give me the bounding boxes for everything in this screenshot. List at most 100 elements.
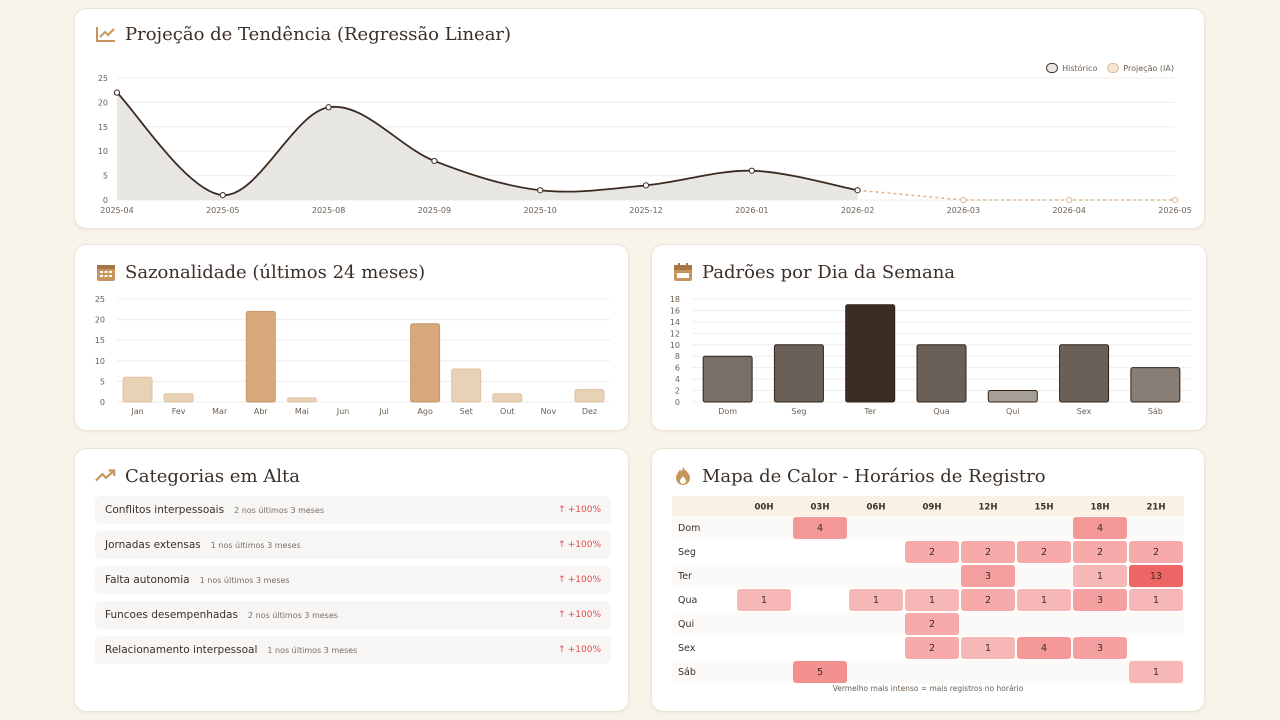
trending-up-icon — [95, 465, 117, 487]
x-tick-label: 2026-03 — [947, 206, 980, 215]
legend-swatch-historico — [1046, 63, 1059, 73]
heat-cell-value: 3 — [1097, 595, 1103, 606]
legend-item-historico[interactable]: Histórico — [1046, 63, 1097, 73]
column-header: 06H — [867, 503, 886, 513]
heat-cell — [1017, 637, 1071, 659]
heat-cell — [1129, 589, 1183, 611]
category-row[interactable]: Conflitos interpessoais 2 nos últimos 3 m… — [95, 496, 611, 524]
heat-cell-value: 1 — [1097, 571, 1103, 582]
category-row[interactable]: Jornadas extensas 1 nos últimos 3 meses ↑ +… — [95, 531, 611, 559]
heatmap-header-bg — [672, 496, 1184, 516]
bar-sex — [1059, 344, 1110, 403]
column-header: 09H — [923, 503, 942, 513]
y-tick-label: 25 — [98, 74, 108, 83]
category-change-value: +100% — [567, 540, 601, 550]
bar-set — [451, 368, 482, 403]
row-label: Seg — [678, 547, 696, 558]
historico-point — [219, 192, 226, 199]
category-row[interactable]: Relacionamento interpessoal 1 nos últimos… — [95, 636, 611, 664]
season-title-text: Sazonalidade (últimos 24 meses) — [125, 261, 426, 283]
bar-abr — [245, 310, 276, 403]
heat-cell — [961, 541, 1015, 563]
x-tick-label: 2026-04 — [1052, 206, 1085, 215]
row-label: Ter — [677, 571, 692, 582]
legend-swatch-projecao — [1107, 63, 1120, 73]
x-tick-label: 2026-01 — [735, 206, 768, 215]
weekday-title-text: Padrões por Dia da Semana — [702, 261, 956, 283]
heatmap-title-text: Mapa de Calor - Horários de Registro — [702, 465, 1046, 487]
x-tick-label: Sáb — [1148, 407, 1163, 416]
y-tick-label: 15 — [98, 123, 108, 132]
heat-cell-value: 4 — [1041, 643, 1047, 654]
heat-cell — [1017, 589, 1071, 611]
y-tick-label: 6 — [675, 364, 680, 373]
heat-cell — [1129, 541, 1183, 563]
heatmap-chart: 00H 03H 06H 09H 12H 15H 18H 21H Dom 4 4 Seg 2 2 2 2 2 Ter… — [672, 496, 1184, 684]
weekday-card-title: Padrões por Dia da Semana — [672, 261, 955, 283]
x-tick-label: Qui — [1006, 407, 1020, 416]
historico-point — [537, 187, 544, 194]
heat-cell — [793, 661, 847, 683]
trend-title-text: Projeção de Tendência (Regressão Linear) — [125, 23, 512, 45]
x-tick-label: Sex — [1077, 407, 1092, 416]
category-name: Jornadas extensas — [105, 539, 201, 551]
arrow-up-icon: ↑ — [558, 540, 566, 550]
heatmap-note: Vermelho mais intenso = mais registros n… — [832, 684, 1024, 693]
heat-cell-value: 1 — [1153, 667, 1159, 678]
x-tick-label: Ago — [417, 407, 433, 416]
x-tick-label: Fev — [172, 407, 186, 416]
heat-cell-value: 2 — [929, 619, 935, 630]
y-tick-label: 0 — [103, 196, 108, 205]
heat-cell-value: 1 — [761, 595, 767, 606]
x-tick-label: Out — [500, 407, 515, 416]
historico-point — [113, 89, 121, 96]
x-tick-label: 2026-05 — [1158, 206, 1191, 215]
heat-cell-value: 2 — [1097, 547, 1103, 558]
category-change: ↑ +100% — [558, 610, 601, 620]
category-change: ↑ +100% — [558, 575, 601, 585]
y-tick-label: 12 — [670, 329, 680, 338]
x-tick-label: 2025-05 — [206, 206, 239, 215]
historico-point — [325, 104, 332, 111]
category-row[interactable]: Funcoes desempenhadas 2 nos últimos 3 mes… — [95, 601, 611, 629]
y-tick-label: 14 — [670, 318, 680, 327]
fire-icon — [672, 465, 694, 487]
heat-cell-value: 2 — [1041, 547, 1047, 558]
bar-fev — [163, 393, 194, 403]
season-card-title: Sazonalidade (últimos 24 meses) — [95, 261, 425, 283]
heat-cell-value: 4 — [1097, 523, 1103, 534]
x-tick-label: 2025-08 — [312, 206, 345, 215]
bar-s-b — [1130, 367, 1181, 403]
arrow-up-icon: ↑ — [558, 575, 566, 585]
weekday-chart: 0 2 4 6 8 10 12 14 16 18 Dom Seg Ter Qua Qui Sex Sáb — [670, 295, 1191, 416]
line-chart-icon — [95, 23, 117, 45]
heat-cell-value: 2 — [929, 547, 935, 558]
x-tick-label: Dez — [582, 407, 597, 416]
y-tick-label: 2 — [675, 387, 680, 396]
heat-cell-value: 3 — [1097, 643, 1103, 654]
heat-cell-value: 2 — [929, 643, 935, 654]
category-count: 2 nos últimos 3 meses — [247, 610, 338, 620]
bar-mai — [286, 397, 317, 403]
category-name: Funcoes desempenhadas — [105, 609, 238, 621]
historico-point — [748, 167, 755, 174]
heat-cell-value: 1 — [929, 595, 935, 606]
heat-cell — [961, 589, 1015, 611]
category-row[interactable]: Falta autonomia 1 nos últimos 3 meses ↑ +10… — [95, 566, 611, 594]
bar-qua — [916, 344, 967, 403]
heat-cell — [961, 637, 1015, 659]
x-tick-label: 2026-02 — [841, 206, 874, 215]
categories-card-title: Categorias em Alta — [95, 465, 300, 487]
y-tick-label: 8 — [675, 352, 680, 361]
legend-item-projecao[interactable]: Projeção (IA) — [1107, 63, 1174, 73]
heat-cell — [1129, 661, 1183, 683]
heat-cell — [1017, 541, 1071, 563]
column-header: 18H — [1091, 503, 1110, 513]
row-label: Dom — [678, 523, 700, 534]
historico-point — [854, 187, 861, 194]
legend-label-historico: Histórico — [1062, 63, 1098, 73]
bar-qui — [987, 390, 1038, 403]
category-count: 1 nos últimos 3 meses — [267, 645, 358, 655]
category-change-value: +100% — [567, 645, 601, 655]
y-tick-label: 25 — [95, 295, 105, 304]
